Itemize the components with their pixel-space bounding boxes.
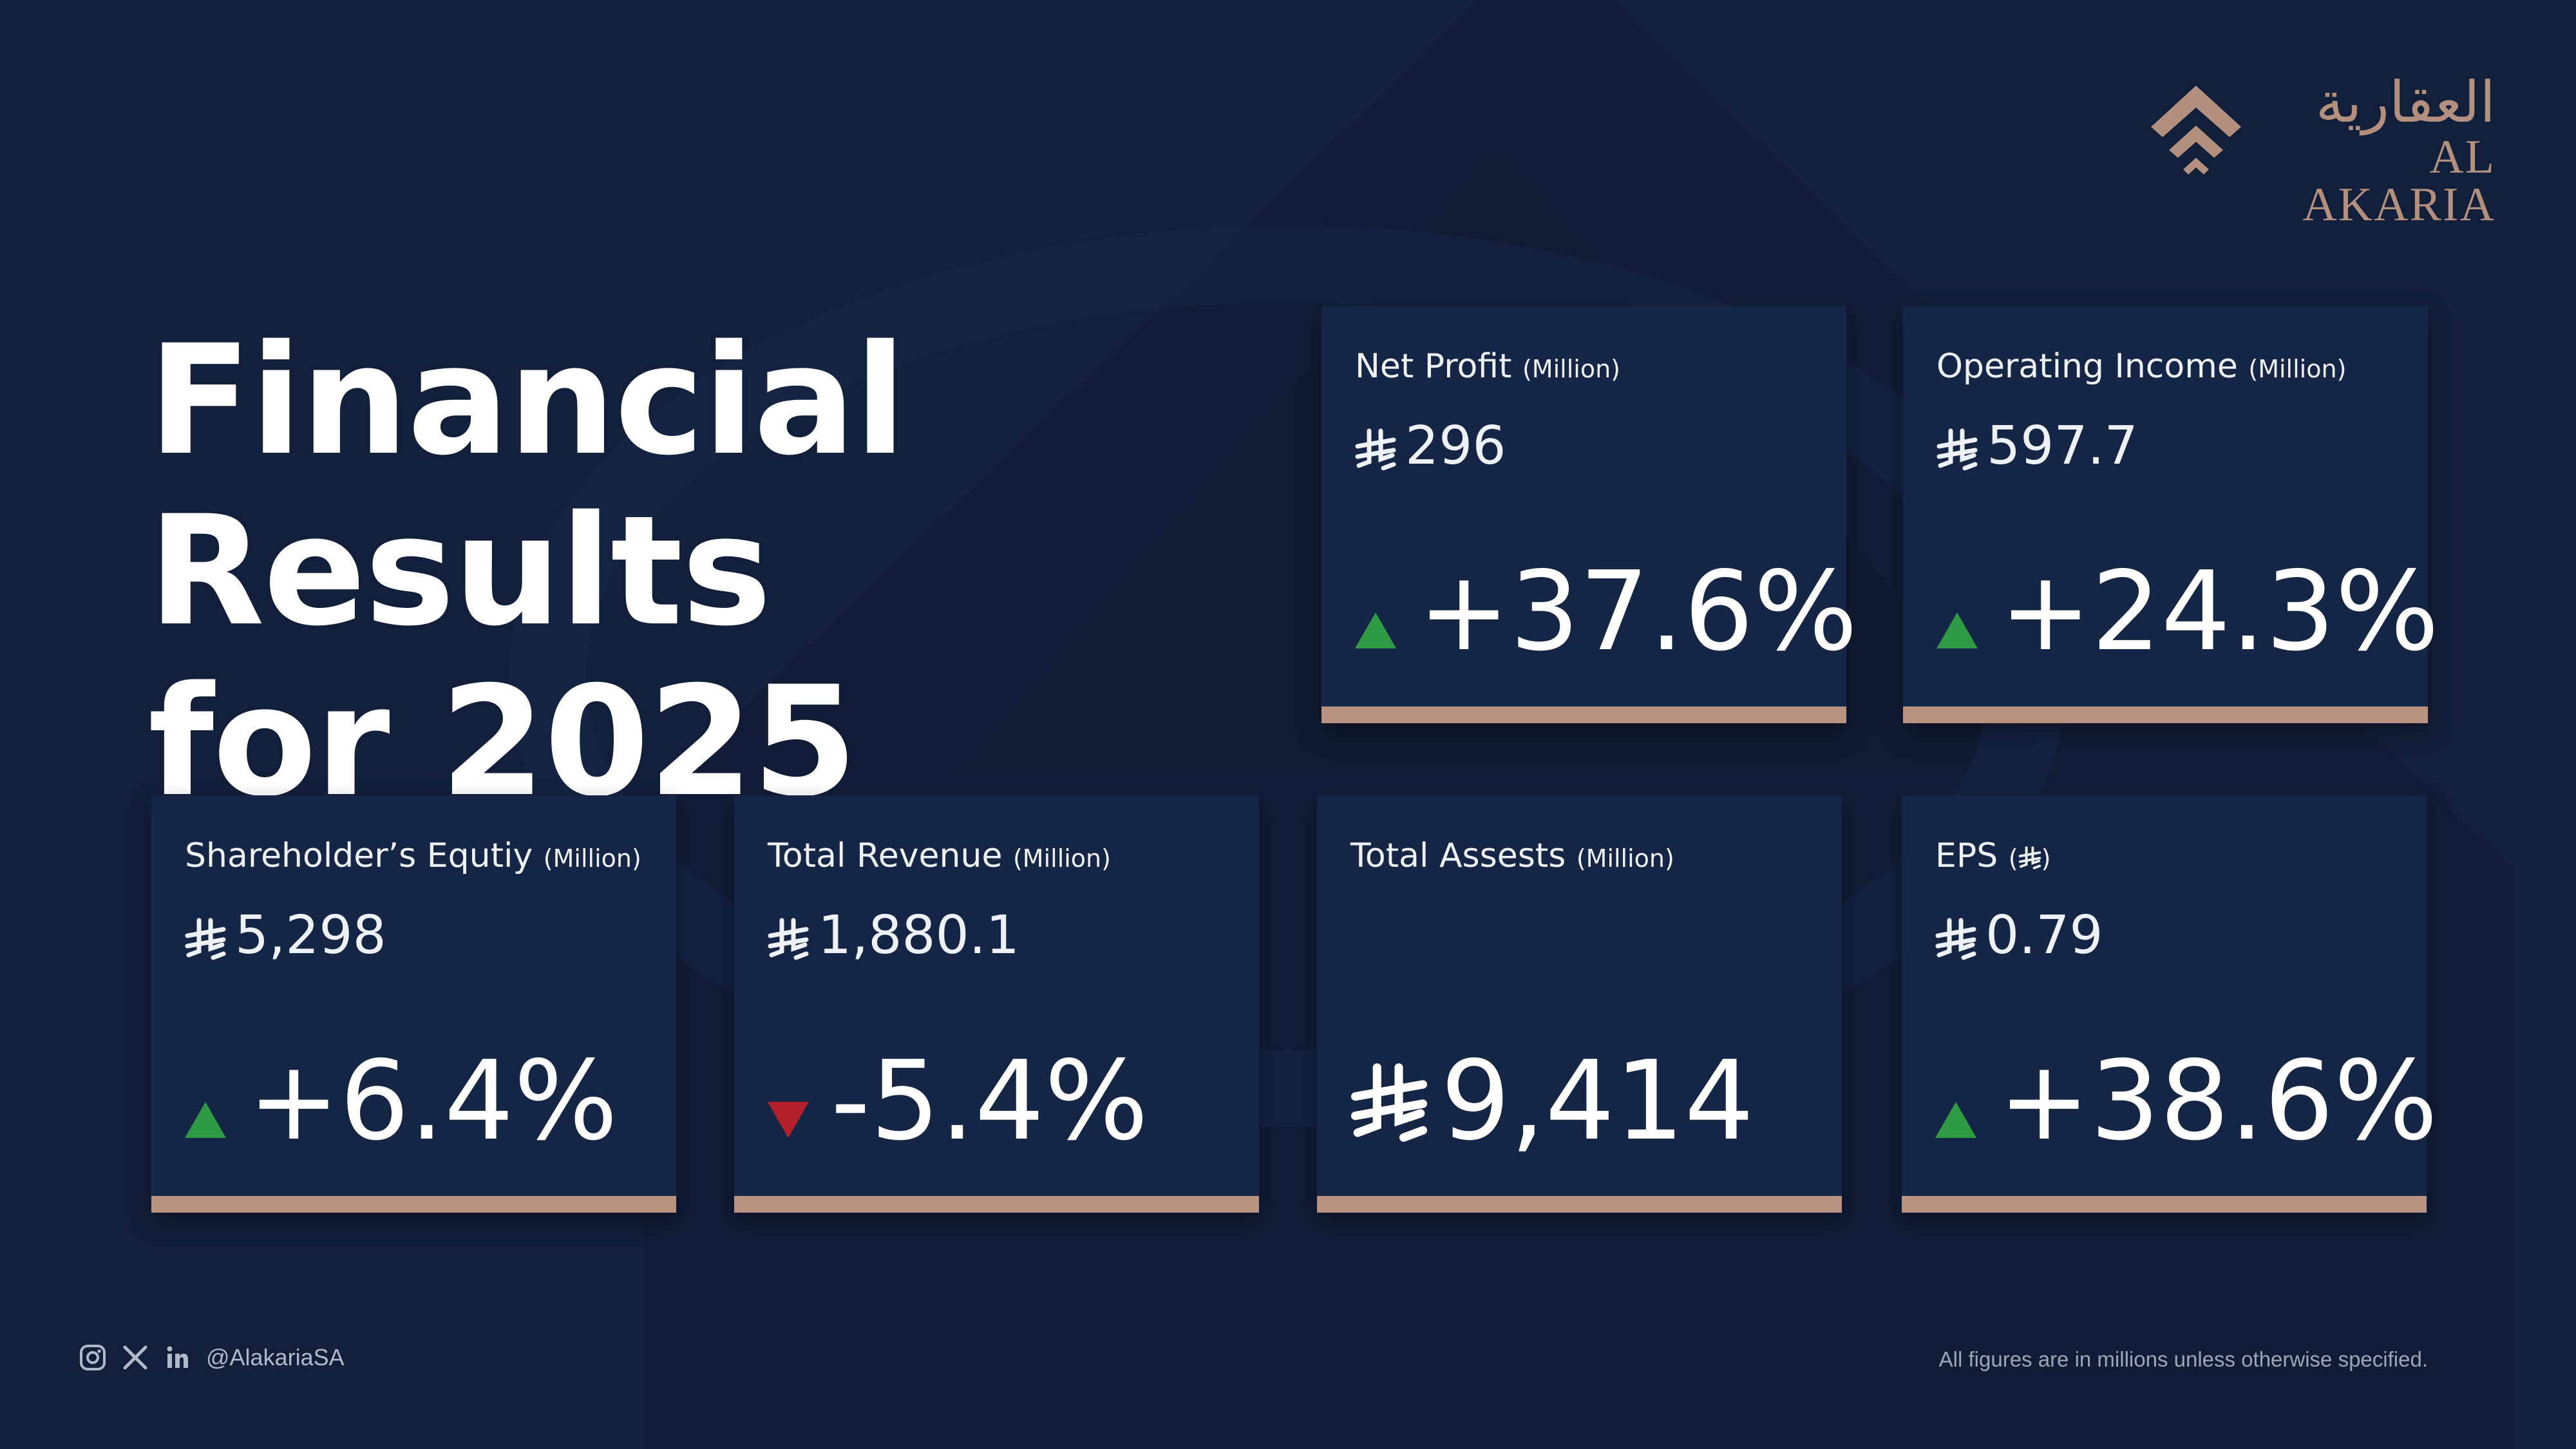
card-unit: (Million) — [543, 844, 641, 873]
x-icon[interactable] — [121, 1343, 149, 1372]
card-value: 5,298 — [185, 905, 386, 966]
card-value: 296 — [1355, 415, 1506, 477]
down-arrow-icon — [768, 1102, 809, 1138]
saudi-riyal-symbol-icon — [1355, 428, 1396, 471]
unit-open: ( — [2008, 844, 2018, 873]
shareholders-equity-card: Shareholder’s Equtiy (Million) 5,298 +6.… — [151, 795, 676, 1213]
card-label-text: Total Revenue — [768, 837, 1003, 875]
card-unit: (Million) — [2248, 355, 2347, 383]
eps-card: EPS () 0.79 +38.6% — [1902, 795, 2438, 1213]
up-arrow-icon — [1355, 612, 1396, 649]
card-change: +6.4% — [185, 1037, 618, 1165]
card-label: EPS () — [1935, 837, 2050, 875]
card-label: Total Assests (Million) — [1350, 837, 1674, 875]
up-arrow-icon — [1937, 612, 1978, 649]
chevron-house-icon — [2151, 86, 2241, 175]
net-profit-card: Net Profit (Million) 296 +37.6% — [1321, 306, 1858, 723]
card-label-text: Net Profit — [1355, 347, 1512, 386]
total-revenue-card: Total Revenue (Million) 1,880.1 -5.4% — [734, 795, 1259, 1213]
card-change-text: +38.6% — [1998, 1037, 2438, 1165]
card-big-value: 9,414 — [1350, 1046, 1754, 1156]
instagram-icon[interactable] — [79, 1343, 107, 1372]
saudi-riyal-symbol-icon — [1935, 918, 1976, 960]
card-change-text: +37.6% — [1418, 548, 1858, 676]
unit-close: ) — [2041, 844, 2051, 873]
card-value-text: 296 — [1405, 415, 1506, 477]
card-value-text: 1,880.1 — [818, 905, 1019, 966]
card-change-text: +6.4% — [248, 1037, 618, 1165]
linkedin-icon[interactable] — [164, 1343, 192, 1372]
card-label-text: EPS — [1935, 837, 1998, 875]
card-value-text: 5,298 — [235, 905, 386, 966]
card-value: 1,880.1 — [768, 905, 1019, 966]
card-unit: (Million) — [1522, 355, 1620, 383]
card-accent-bar — [734, 1196, 1259, 1213]
saudi-riyal-symbol-icon — [2018, 846, 2041, 869]
saudi-riyal-symbol-icon — [1350, 1063, 1428, 1142]
saudi-riyal-symbol-icon — [185, 918, 226, 960]
card-change: +37.6% — [1355, 548, 1858, 676]
card-unit: () — [2009, 844, 2051, 873]
card-label-text: Shareholder’s Equtiy — [185, 837, 533, 875]
card-accent-bar — [1902, 1196, 2427, 1213]
card-accent-bar — [1321, 706, 1846, 723]
card-accent-bar — [1317, 1196, 1842, 1213]
card-change: +38.6% — [1935, 1037, 2438, 1165]
up-arrow-icon — [185, 1102, 226, 1138]
card-unit: (Million) — [1576, 844, 1674, 873]
card-value-text: 597.7 — [1987, 415, 2138, 477]
saudi-riyal-symbol-icon — [768, 918, 809, 960]
card-unit: (Million) — [1012, 844, 1111, 873]
footnote: All figures are in millions unless other… — [1938, 1347, 2428, 1371]
brand-name-english: AL AKARIA — [2302, 131, 2496, 231]
card-label: Net Profit (Million) — [1355, 347, 1620, 386]
card-label: Shareholder’s Equtiy (Million) — [185, 837, 641, 875]
social-links: @AlakariaSA — [79, 1341, 345, 1374]
card-change: -5.4% — [768, 1037, 1149, 1165]
card-label: Total Revenue (Million) — [768, 837, 1111, 875]
card-value-text: 0.79 — [1985, 905, 2103, 966]
card-accent-bar — [1903, 706, 2428, 723]
card-value: 0.79 — [1935, 905, 2103, 966]
saudi-riyal-symbol-icon — [1937, 428, 1978, 471]
card-value-text: 9,414 — [1441, 1037, 1754, 1165]
card-label: Operating Income (Million) — [1937, 347, 2346, 386]
title-line-1: Financial Results — [148, 313, 906, 659]
social-handle[interactable]: @AlakariaSA — [206, 1344, 345, 1370]
card-label-text: Total Assests — [1350, 837, 1566, 875]
card-change: +24.3% — [1937, 548, 2439, 676]
operating-income-card: Operating Income (Million) 597.7 +24.3% — [1903, 306, 2439, 723]
total-assets-card: Total Assests (Million) 9,414 — [1317, 795, 1842, 1213]
card-change-text: +24.3% — [2000, 548, 2439, 676]
page-title: Financial Results for 2025 — [148, 316, 1307, 828]
card-change-text: -5.4% — [831, 1037, 1149, 1165]
card-value: 597.7 — [1937, 415, 2138, 477]
card-label-text: Operating Income — [1937, 347, 2238, 386]
brand-name-arabic: العقارية — [2315, 69, 2496, 135]
up-arrow-icon — [1935, 1102, 1976, 1138]
brand-logo: العقارية AL AKARIA — [2145, 69, 2499, 229]
card-accent-bar — [151, 1196, 676, 1213]
